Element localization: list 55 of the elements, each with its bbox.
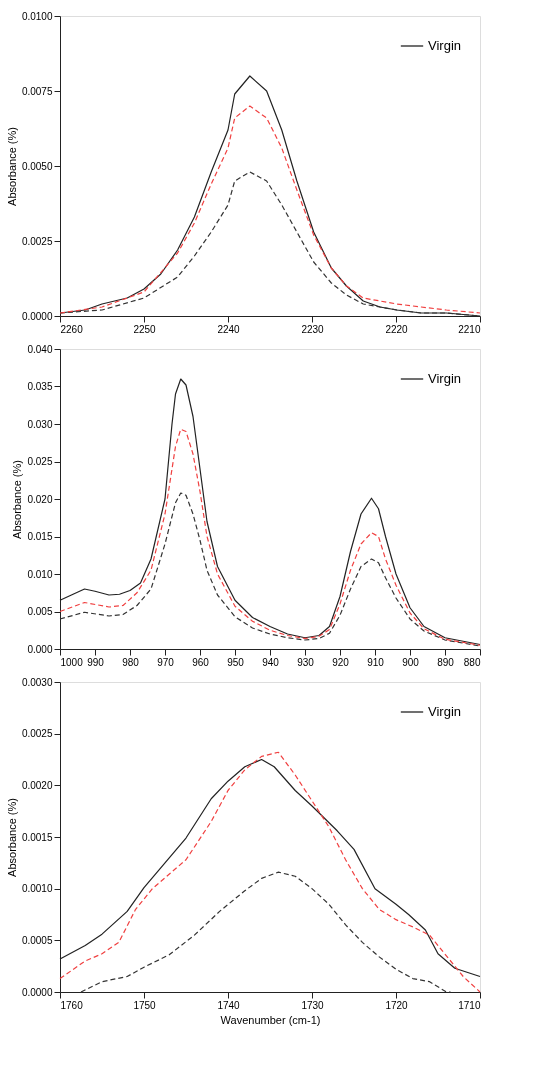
x-tick-label: 910: [367, 656, 385, 668]
x-tick-label: 880: [463, 656, 481, 668]
x-tick-label: 2230: [301, 323, 325, 335]
y-tick-label: 0.035: [27, 381, 53, 392]
y-tick-label: 0.0025: [21, 728, 53, 740]
y-tick-label: 0.0005: [21, 934, 53, 946]
legend-label: Virgin: [428, 704, 462, 719]
x-tick-label: 2260: [60, 323, 84, 335]
x-tick-label: 1750: [133, 999, 157, 1011]
y-tick-label: 0.0020: [21, 779, 53, 791]
x-tick-label: 960: [192, 656, 210, 668]
x-tick-label: 890: [437, 656, 455, 668]
x-tick-label: 950: [227, 656, 245, 668]
x-tick-label: 1720: [385, 999, 409, 1011]
y-tick-label: 0.0050: [21, 160, 53, 172]
x-tick-label: 2240: [217, 323, 241, 335]
y-tick-label: 0.015: [27, 531, 53, 542]
x-tick-label: 2250: [133, 323, 157, 335]
y-tick-label: 0.025: [27, 456, 53, 467]
x-tick-label: 970: [157, 656, 175, 668]
y-tick-label: 0.040: [27, 343, 53, 355]
x-tick-label: 930: [297, 656, 315, 668]
legend-label: Virgin: [428, 38, 462, 53]
x-tick-label: 1760: [60, 999, 84, 1011]
line-series: [80, 871, 452, 993]
y-tick-label: 0.0000: [21, 310, 53, 322]
y-tick-label: 0.0000: [21, 986, 53, 998]
x-tick-label: 990: [87, 656, 105, 668]
y-tick-label: 0.000: [27, 643, 53, 655]
x-tick-label: 1000: [60, 656, 84, 668]
x-tick-label: 1740: [217, 999, 241, 1011]
y-axis-title: Absorbance (%): [5, 127, 18, 206]
y-tick-label: 0.0075: [21, 85, 53, 97]
y-tick-label: 0.010: [27, 568, 53, 580]
x-tick-label: 2210: [458, 323, 481, 335]
y-tick-label: 0.005: [27, 606, 53, 617]
y-tick-label: 0.0025: [21, 235, 53, 247]
x-tick-label: 900: [402, 656, 420, 668]
x-tick-label: 920: [332, 656, 350, 668]
y-tick-label: 0.020: [27, 493, 53, 505]
x-tick-label: 2220: [385, 323, 409, 335]
y-tick-label: 0.0015: [21, 831, 53, 843]
y-tick-label: 0.0010: [21, 883, 53, 895]
line-series: [59, 428, 481, 646]
y-axis-title: Absorbance (%): [5, 798, 18, 877]
legend-label: Virgin: [428, 371, 462, 386]
y-tick-label: 0.0030: [21, 676, 53, 688]
y-tick-label: 0.030: [27, 418, 53, 430]
x-tick-label: 1710: [458, 999, 481, 1011]
x-axis-title: Wavenumber (cm-1): [220, 1013, 321, 1026]
x-tick-label: 1730: [301, 999, 325, 1011]
y-tick-label: 0.0100: [21, 10, 53, 22]
y-axis-title: Absorbance (%): [11, 460, 24, 539]
x-tick-label: 940: [262, 656, 280, 668]
x-tick-label: 980: [122, 656, 140, 668]
